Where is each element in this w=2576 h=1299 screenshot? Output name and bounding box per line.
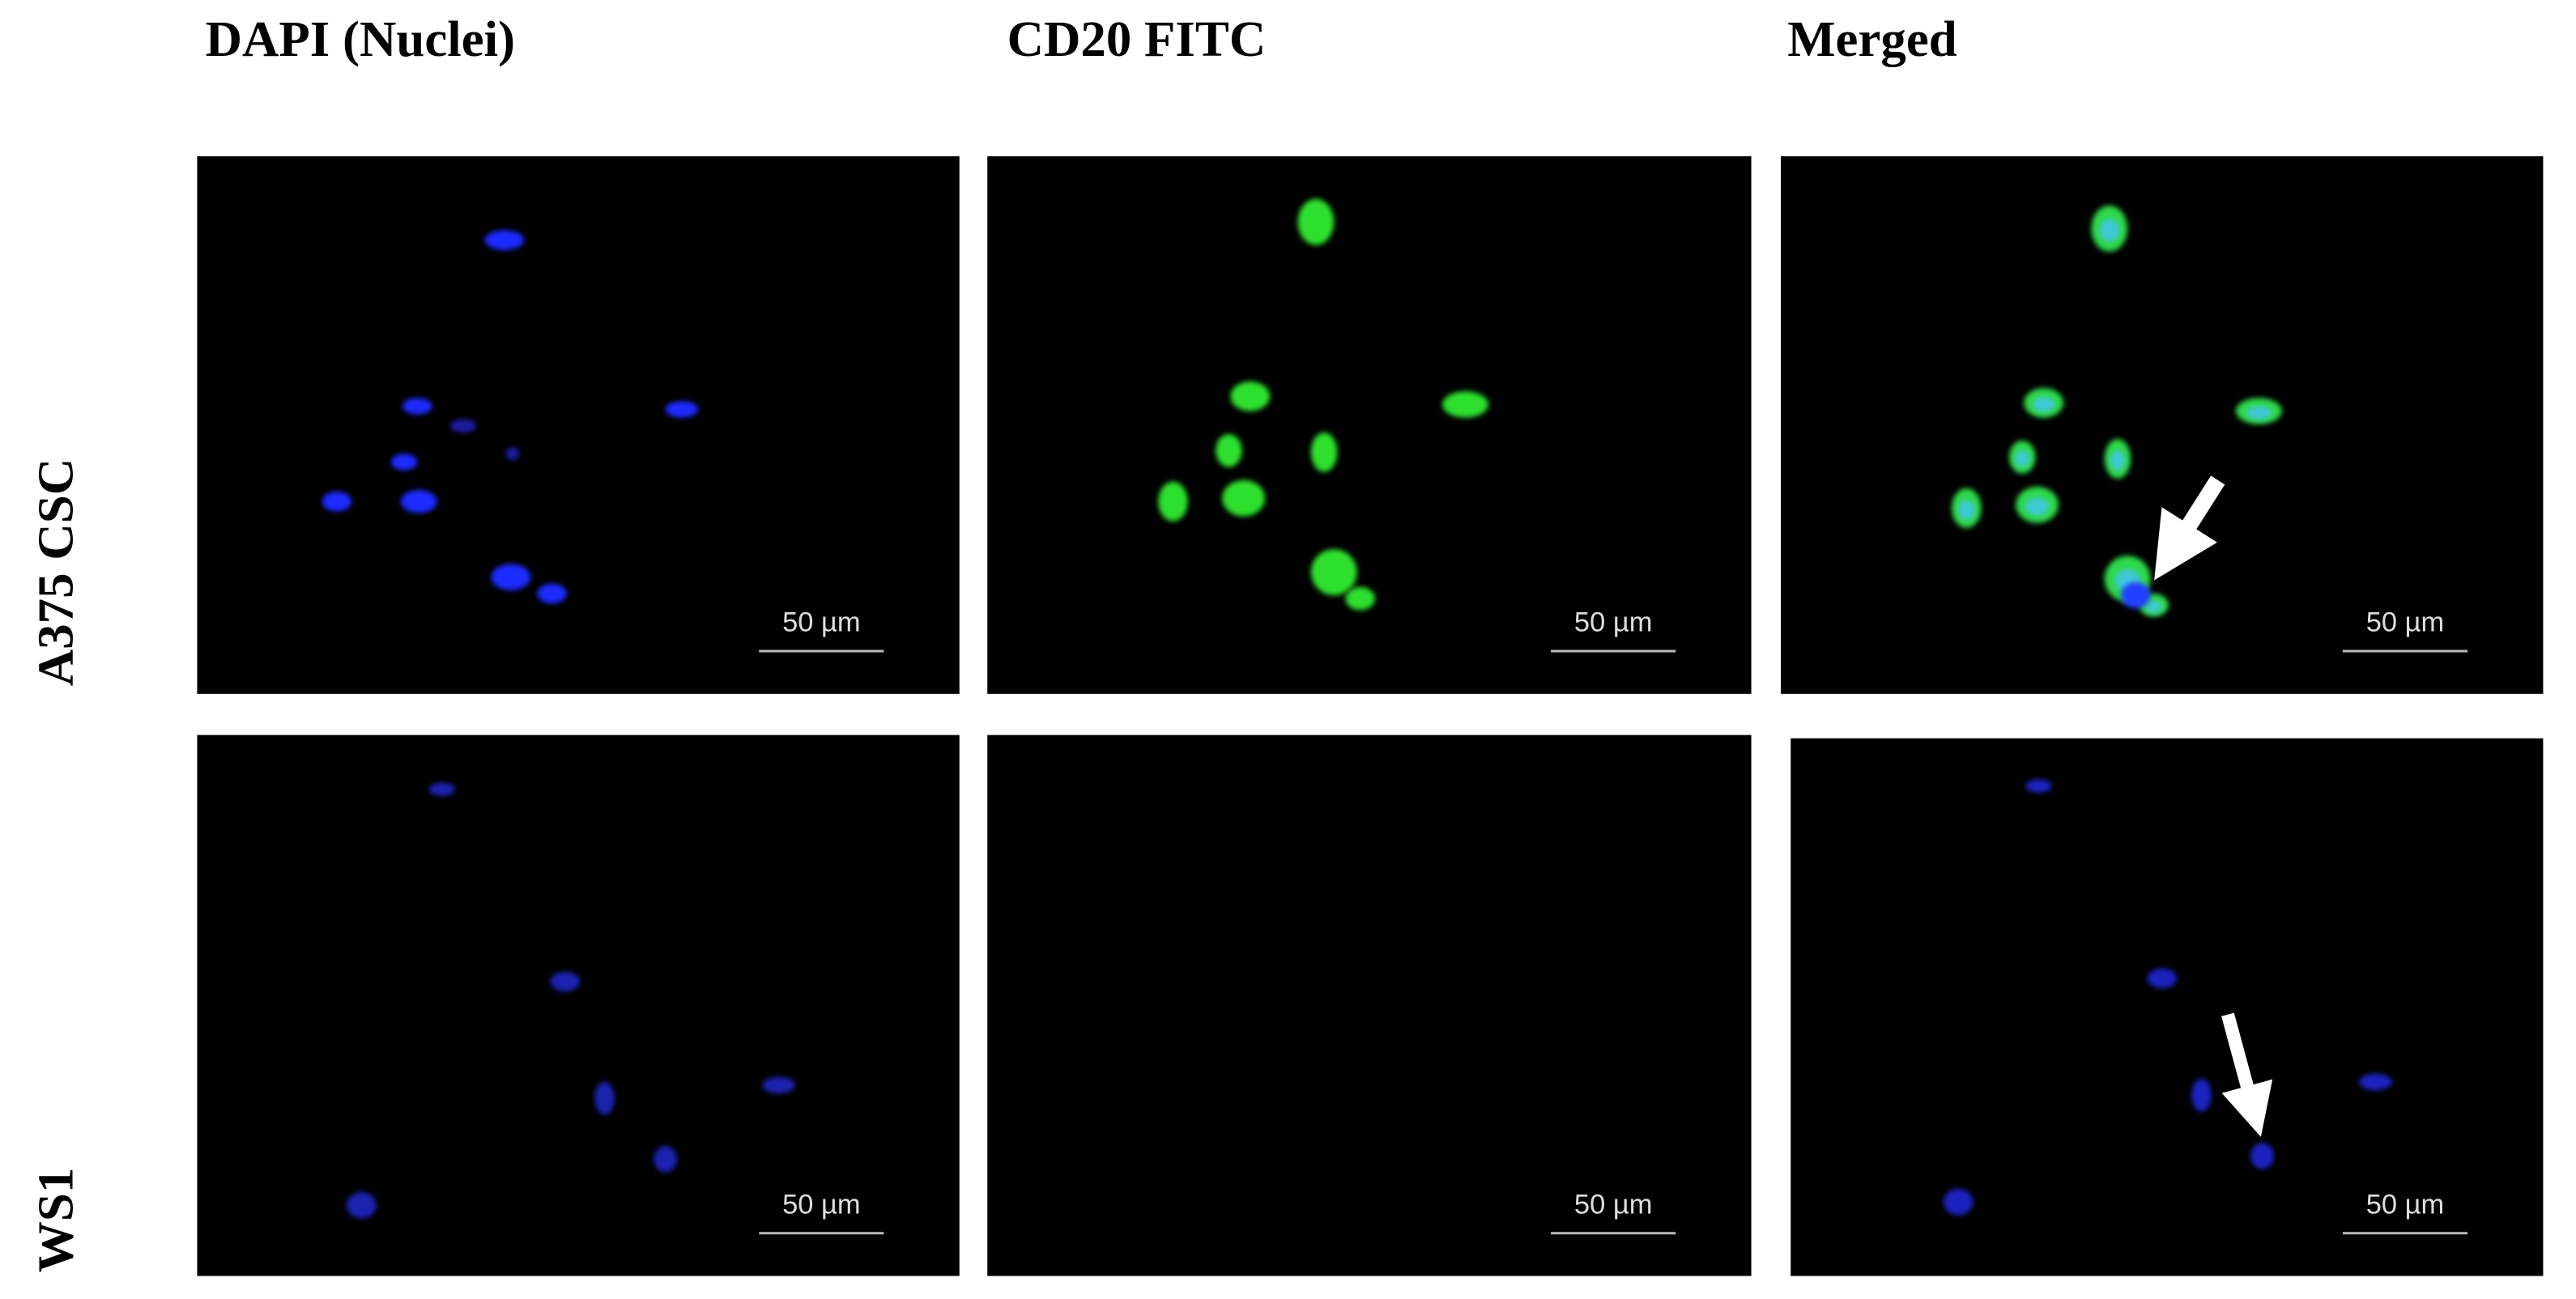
nucleus xyxy=(2145,601,2162,613)
scale-bar-label: 50 µm xyxy=(782,607,861,638)
nucleus xyxy=(2121,581,2151,609)
cell xyxy=(1345,586,1376,611)
scale-bar-label: 50 µm xyxy=(782,1189,861,1220)
nucleus xyxy=(402,398,432,415)
scale-bar-label: 50 µm xyxy=(2366,607,2445,638)
column-header: Merged xyxy=(1787,11,1957,67)
nucleus xyxy=(594,1081,615,1115)
nucleus xyxy=(449,419,477,432)
nucleus xyxy=(390,454,418,471)
nucleus xyxy=(537,583,567,604)
nucleus xyxy=(2359,1073,2392,1091)
nucleus xyxy=(2246,406,2272,420)
cell xyxy=(1310,432,1338,472)
nucleus xyxy=(2099,219,2120,242)
row-label: WS1 xyxy=(27,1168,83,1272)
cell xyxy=(1230,381,1271,411)
nucleus xyxy=(2025,779,2052,793)
nucleus xyxy=(654,1146,677,1173)
cell xyxy=(1442,391,1489,418)
cell xyxy=(1158,481,1188,522)
nucleus xyxy=(762,1076,795,1094)
column-header: CD20 FITC xyxy=(1007,11,1267,67)
nucleus xyxy=(505,447,520,461)
scale-bar-label: 50 µm xyxy=(1574,1189,1653,1220)
nucleus xyxy=(2250,1143,2274,1169)
nucleus xyxy=(2110,450,2125,471)
nucleus xyxy=(428,782,455,796)
nucleus xyxy=(491,564,531,590)
nucleus xyxy=(665,401,699,418)
nucleus xyxy=(2191,1078,2212,1112)
nucleus xyxy=(2033,397,2055,412)
micrograph xyxy=(197,735,960,1276)
cell xyxy=(1297,198,1335,245)
micrograph xyxy=(197,155,960,694)
nucleus xyxy=(347,1192,377,1219)
nucleus xyxy=(2147,968,2178,989)
scale-bar-label: 50 µm xyxy=(2366,1189,2445,1220)
cell xyxy=(1222,479,1266,517)
nucleus xyxy=(1943,1188,1974,1216)
scale-bar-label: 50 µm xyxy=(1574,607,1653,638)
nucleus xyxy=(550,971,581,992)
micrograph xyxy=(1790,738,2544,1276)
nucleus xyxy=(1958,500,1975,520)
micrograph xyxy=(987,735,1752,1276)
row-label: A375 CSC xyxy=(27,458,83,686)
arrow xyxy=(2221,1012,2273,1137)
panels: 50 µm 50 µm 50 µm 50 µm 50 µm 50 µm xyxy=(197,155,2544,1276)
arrow xyxy=(2154,475,2225,581)
nucleus xyxy=(2025,497,2050,516)
nucleus xyxy=(321,492,352,512)
column-header: DAPI (Nuclei) xyxy=(206,11,515,67)
nucleus xyxy=(2015,450,2030,467)
nucleus xyxy=(401,490,437,513)
nucleus xyxy=(484,230,525,250)
cell xyxy=(1216,434,1242,467)
cell xyxy=(1310,549,1357,595)
